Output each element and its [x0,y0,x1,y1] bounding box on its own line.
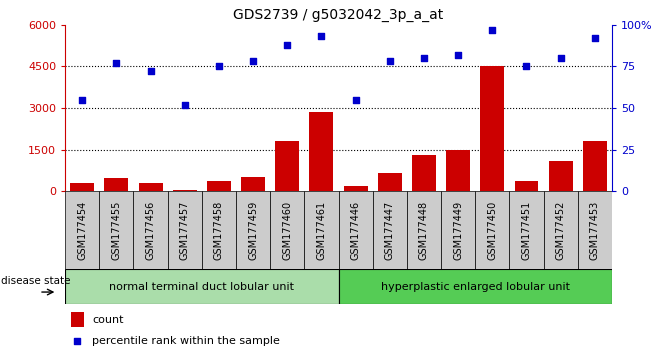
Bar [514,182,538,191]
Bar [207,182,231,191]
Point [214,64,224,69]
Bar [70,312,84,327]
Text: hyperplastic enlarged lobular unit: hyperplastic enlarged lobular unit [381,282,570,292]
Point [555,55,566,61]
Point [350,97,361,103]
Bar [168,191,202,269]
Text: GSM177459: GSM177459 [248,200,258,260]
Title: GDS2739 / g5032042_3p_a_at: GDS2739 / g5032042_3p_a_at [234,8,443,22]
Text: GSM177448: GSM177448 [419,200,429,260]
Text: GSM177456: GSM177456 [146,200,156,260]
Text: GSM177457: GSM177457 [180,200,189,260]
Point [145,69,156,74]
Text: GSM177450: GSM177450 [488,200,497,260]
Bar [99,191,133,269]
Text: GSM177458: GSM177458 [214,200,224,260]
Text: GSM177460: GSM177460 [283,200,292,260]
Bar [475,191,509,269]
Point [72,338,83,344]
Bar [544,191,577,269]
Text: GSM177451: GSM177451 [521,200,531,260]
Text: GSM177453: GSM177453 [590,200,600,260]
Bar [139,183,163,191]
Point [521,64,532,69]
Text: disease state: disease state [1,276,71,286]
Bar [236,191,270,269]
Bar [441,191,475,269]
Bar [339,269,612,304]
Bar [412,155,436,191]
Point [248,58,258,64]
Bar [378,173,402,191]
Bar [275,141,299,191]
Text: GSM177452: GSM177452 [556,200,566,260]
Point [77,97,87,103]
Point [282,42,292,47]
Bar [70,183,94,191]
Text: GSM177449: GSM177449 [453,200,463,260]
Bar [446,149,470,191]
Bar [104,178,128,191]
Bar [509,191,544,269]
Text: normal terminal duct lobular unit: normal terminal duct lobular unit [109,282,294,292]
Text: GSM177455: GSM177455 [111,200,121,260]
Bar [270,191,304,269]
Bar [583,141,607,191]
Bar [65,191,99,269]
Point [487,27,497,33]
Bar [309,112,333,191]
Point [385,58,395,64]
Bar [407,191,441,269]
Point [453,52,464,58]
Bar [339,191,372,269]
Text: percentile rank within the sample: percentile rank within the sample [92,336,281,346]
Point [590,35,600,41]
Point [316,34,327,39]
Bar [65,269,339,304]
Text: GSM177461: GSM177461 [316,200,326,260]
Bar [549,161,573,191]
Bar [480,67,505,191]
Text: GSM177454: GSM177454 [77,200,87,260]
Bar [372,191,407,269]
Bar [577,191,612,269]
Text: GSM177447: GSM177447 [385,200,395,260]
Bar [173,190,197,191]
Bar [344,186,368,191]
Point [180,102,190,108]
Point [111,60,122,66]
Text: GSM177446: GSM177446 [351,200,361,260]
Bar [133,191,168,269]
Point [419,55,429,61]
Bar [241,177,265,191]
Bar [304,191,339,269]
Bar [202,191,236,269]
Text: count: count [92,315,124,325]
